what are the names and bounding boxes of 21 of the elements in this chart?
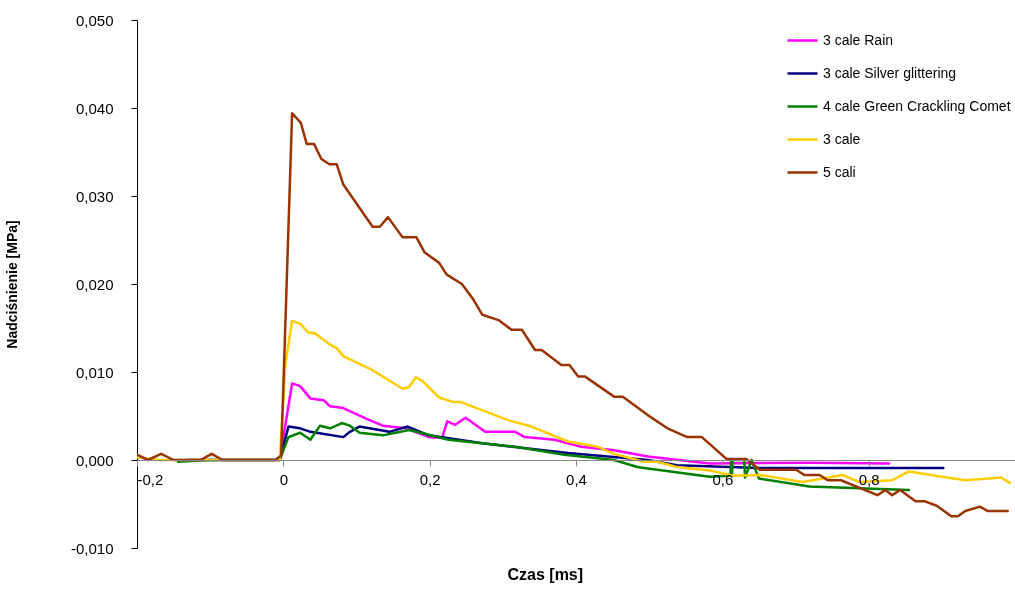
x-tick-label: -0,2 xyxy=(137,470,164,488)
legend-label: 4 cale Green Crackling Comet xyxy=(823,97,1011,114)
y-tick-label: 0,010 xyxy=(75,363,114,381)
x-tick-label: 0 xyxy=(279,470,289,488)
x-tick-label: 0,2 xyxy=(419,470,441,488)
y-tick-label: 0,030 xyxy=(75,187,114,205)
line-series xyxy=(176,421,911,492)
y-axis-title: Nadciśnienie [MPa] xyxy=(3,220,20,349)
y-tick-label: 0,000 xyxy=(75,451,114,469)
y-tick-label: 0,050 xyxy=(75,11,114,29)
y-tick-label: 0,040 xyxy=(75,99,114,117)
line-series xyxy=(137,112,1009,518)
legend-label: 3 cale Silver glittering xyxy=(823,64,957,81)
x-tick-label: 0,4 xyxy=(566,470,587,488)
legend-label: 3 cale xyxy=(823,130,861,147)
y-tick-label: -0,010 xyxy=(70,539,114,557)
x-axis-title: Czas [ms] xyxy=(507,565,584,583)
legend-label: 5 cali xyxy=(823,163,856,180)
line-series xyxy=(137,319,1012,485)
legend-label: 3 cale Rain xyxy=(823,31,894,48)
y-tick-label: 0,020 xyxy=(75,275,114,293)
